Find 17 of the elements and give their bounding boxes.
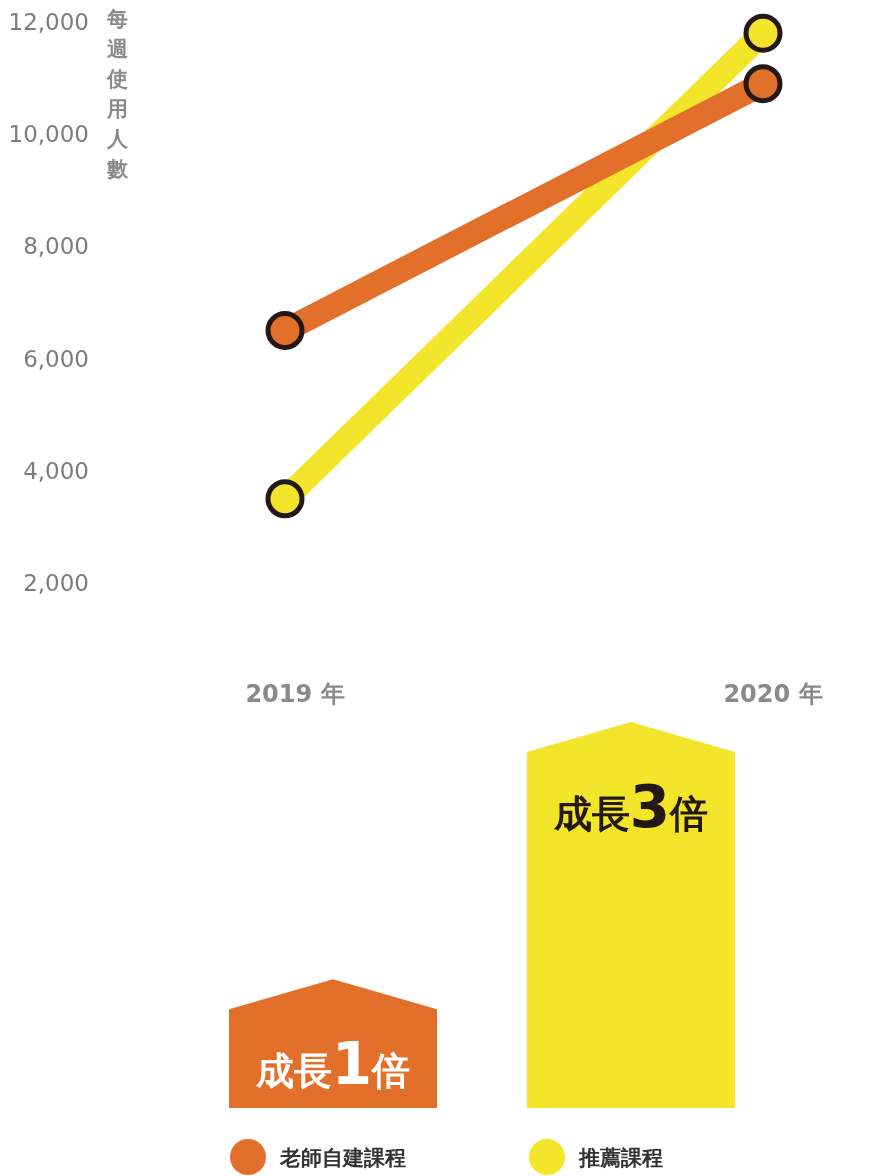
point — [743, 13, 783, 53]
point — [265, 311, 305, 351]
y-tick-label: 12,000 — [8, 9, 89, 35]
data-label: 成長1倍 — [254, 1030, 411, 1099]
point — [265, 479, 305, 519]
legend-label: 老師自建課程 — [279, 1146, 406, 1170]
y-tick-label: 8,000 — [23, 233, 89, 260]
point — [743, 64, 783, 104]
y-axis-title: 每週使用人數 — [105, 7, 129, 181]
legend-label: 推薦課程 — [578, 1146, 663, 1170]
y-tick-label: 4,000 — [23, 457, 89, 484]
y-tick-label: 10,000 — [8, 121, 89, 148]
data-label: 成長3倍 — [552, 773, 709, 841]
x-tick-label: 2019 年 — [245, 680, 345, 708]
x-tick-label: 2020 年 — [723, 680, 823, 708]
y-tick-label: 2,000 — [23, 570, 89, 596]
y-tick-label: 6,000 — [23, 345, 89, 372]
